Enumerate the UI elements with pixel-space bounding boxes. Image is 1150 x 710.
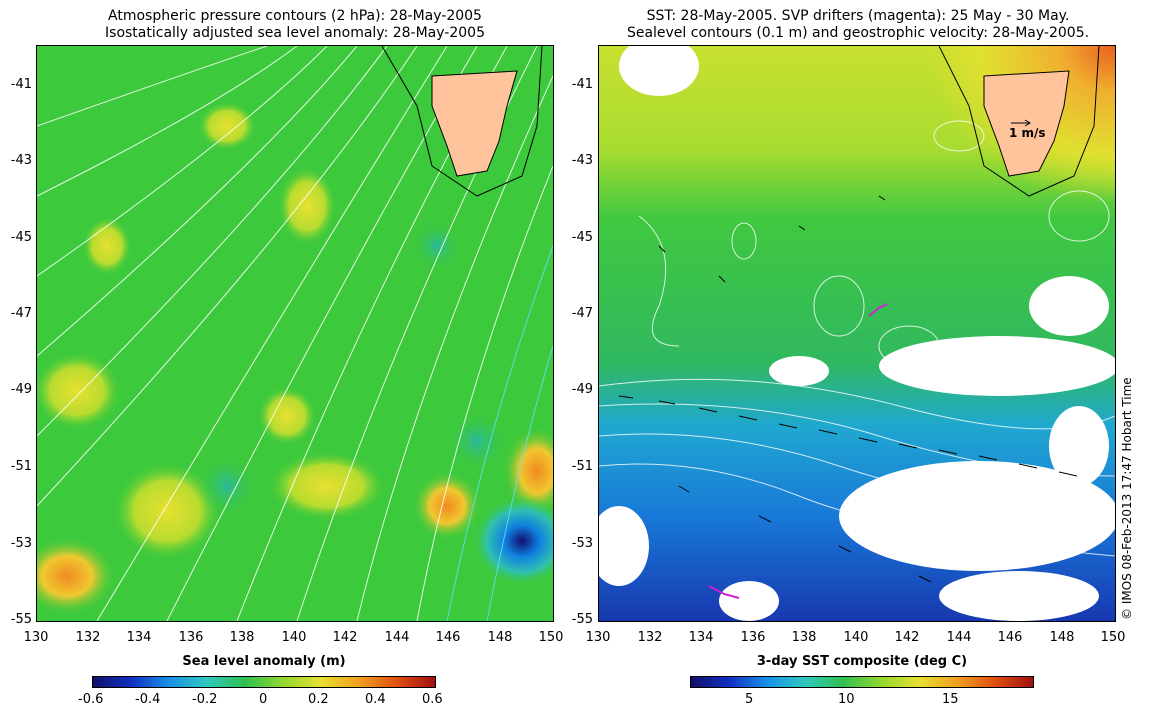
sst-colorbar-title: 3-day SST composite (deg C) (756, 654, 968, 669)
x-tick-label: 138 (229, 630, 255, 645)
y-tick-label: -55 (10, 612, 32, 627)
x-tick-label: 134 (126, 630, 152, 645)
colorbar-tick-label: -0.2 (192, 692, 218, 707)
x-tick-label: 130 (23, 630, 49, 645)
x-tick-label: 142 (894, 630, 920, 645)
x-tick-label: 132 (75, 630, 101, 645)
y-tick-label: -43 (571, 153, 593, 168)
x-tick-label: 146 (435, 630, 461, 645)
left-title: Atmospheric pressure contours (2 hPa): 2… (40, 8, 550, 42)
colorbar-tick-label: -0.4 (135, 692, 161, 707)
y-tick-label: -53 (571, 536, 593, 551)
sla-map-svg (37, 46, 553, 621)
x-tick-label: 144 (384, 630, 410, 645)
x-tick-label: 130 (585, 630, 611, 645)
y-tick-label: -47 (10, 306, 32, 321)
colorbar-tick-label: -0.6 (78, 692, 104, 707)
drifter-track (708, 585, 740, 599)
y-tick-label: -49 (571, 382, 593, 397)
y-tick-label: -55 (571, 612, 593, 627)
sla-colorbar (92, 676, 436, 688)
credit-text: © IMOS 08-Feb-2013 17:47 Hobart Time (1120, 377, 1134, 620)
right-title-line1: SST: 28-May-2005. SVP drifters (magenta)… (646, 8, 1070, 24)
colorbar-tick-label: 0 (259, 692, 268, 707)
left-title-line1: Atmospheric pressure contours (2 hPa): 2… (108, 8, 482, 24)
x-tick-label: 140 (281, 630, 307, 645)
left-title-line2: Isostatically adjusted sea level anomaly… (105, 25, 485, 41)
tasmania-landmass (431, 70, 518, 177)
colorbar-tick-label: 0.2 (308, 692, 329, 707)
sst-colorbar (690, 676, 1034, 688)
x-tick-label: 136 (740, 630, 766, 645)
x-tick-label: 132 (637, 630, 663, 645)
drifter-track (868, 303, 888, 317)
colorbar-tick-label: 15 (942, 692, 959, 707)
x-tick-label: 134 (688, 630, 714, 645)
sla-map-panel (36, 45, 554, 622)
sla-colorbar-title: Sea level anomaly (m) (182, 654, 346, 669)
right-title: SST: 28-May-2005. SVP drifters (magenta)… (598, 8, 1118, 42)
y-tick-label: -51 (571, 459, 593, 474)
y-tick-label: -49 (10, 382, 32, 397)
x-tick-label: 148 (487, 630, 513, 645)
colorbar-tick-label: 5 (745, 692, 754, 707)
y-tick-label: -41 (10, 77, 32, 92)
x-tick-label: 148 (1049, 630, 1075, 645)
arrowhead-icon (1024, 119, 1031, 127)
x-tick-label: 136 (178, 630, 204, 645)
y-tick-label: -47 (571, 306, 593, 321)
y-tick-label: -41 (571, 77, 593, 92)
y-tick-label: -51 (10, 459, 32, 474)
y-tick-label: -53 (10, 536, 32, 551)
colorbar-tick-label: 0.6 (422, 692, 443, 707)
x-tick-label: 146 (997, 630, 1023, 645)
x-tick-label: 144 (946, 630, 972, 645)
x-tick-label: 142 (332, 630, 358, 645)
y-tick-label: -45 (571, 230, 593, 245)
sst-map-svg (599, 46, 1115, 621)
colorbar-tick-label: 0.4 (365, 692, 386, 707)
x-tick-label: 150 (1100, 630, 1126, 645)
right-title-line2: Sealevel contours (0.1 m) and geostrophi… (626, 25, 1090, 41)
colorbar-tick-label: 10 (838, 692, 855, 707)
x-tick-label: 150 (538, 630, 564, 645)
y-tick-label: -45 (10, 230, 32, 245)
velocity-scale-label: 1 m/s (1009, 126, 1046, 140)
y-tick-label: -43 (10, 153, 32, 168)
sst-map-panel: 1 m/s (598, 45, 1116, 622)
x-tick-label: 140 (843, 630, 869, 645)
x-tick-label: 138 (791, 630, 817, 645)
